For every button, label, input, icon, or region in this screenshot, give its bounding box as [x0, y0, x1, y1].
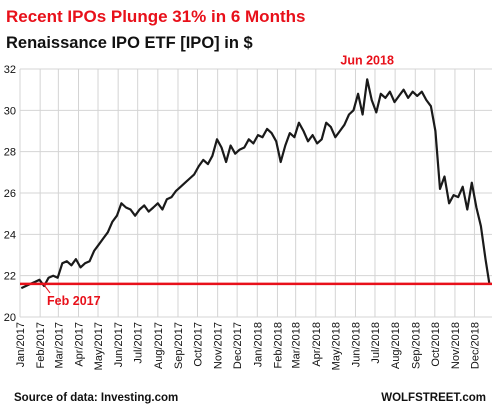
x-axis: Jan/2017 Feb/2017 Mar/2017 Apr/2017 May/2017… — [15, 322, 481, 370]
x-tick-label: Sep/2018 — [410, 322, 422, 369]
y-tick-label: 22 — [4, 271, 16, 283]
x-tick-label: Jul/2018 — [370, 322, 382, 364]
annotation-arrow — [43, 284, 51, 294]
source-note: Source of data: Investing.com — [14, 392, 178, 404]
x-tick-label: Aug/2017 — [153, 322, 165, 369]
x-tick-label: May/2018 — [330, 322, 342, 370]
annotation-jun-2018: Jun 2018 — [340, 53, 394, 67]
x-tick-label: Oct/2018 — [430, 322, 442, 367]
series-line-ipo-etf — [20, 78, 491, 290]
chart-subtitle: Renaissance IPO ETF [IPO] in $ — [6, 34, 253, 52]
x-tick-label: Feb/2018 — [272, 322, 284, 368]
x-tick-label: Jan/2018 — [252, 322, 264, 367]
x-tick-label: Dec/2018 — [469, 322, 481, 369]
y-tick-label: 20 — [4, 312, 16, 324]
x-tick-label: Oct/2017 — [192, 322, 204, 367]
annotation-feb-2017: Feb 2017 — [47, 294, 101, 308]
x-tick-label: Feb/2017 — [35, 322, 47, 368]
y-tick-label: 28 — [4, 147, 16, 159]
y-tick-label: 32 — [4, 64, 16, 76]
brand-label: WOLFSTREET.com — [381, 392, 486, 404]
x-tick-label: Nov/2017 — [213, 322, 225, 369]
x-tick-label: Dec/2017 — [232, 322, 244, 369]
chart-title: Recent IPOs Plunge 31% in 6 Months — [6, 7, 305, 26]
x-tick-label: Nov/2018 — [450, 322, 462, 369]
x-tick-label: Jun/2018 — [350, 322, 362, 367]
x-tick-label: Apr/2018 — [311, 322, 323, 367]
y-tick-label: 30 — [4, 105, 16, 117]
x-tick-label: Mar/2017 — [53, 322, 65, 368]
y-tick-label: 24 — [4, 229, 16, 241]
x-tick-label: Aug/2018 — [390, 322, 402, 369]
x-tick-label: Jan/2017 — [15, 322, 27, 367]
gridlines — [19, 68, 492, 318]
x-tick-label: Jul/2017 — [133, 322, 145, 364]
x-tick-label: May/2017 — [93, 322, 105, 370]
x-tick-label: Jun/2017 — [113, 322, 125, 367]
x-tick-label: Sep/2017 — [173, 322, 185, 369]
x-tick-label: Apr/2017 — [74, 322, 86, 367]
y-tick-label: 26 — [4, 188, 16, 200]
x-tick-label: Mar/2018 — [291, 322, 303, 368]
y-axis: 20 22 24 26 28 30 32 — [4, 64, 16, 324]
